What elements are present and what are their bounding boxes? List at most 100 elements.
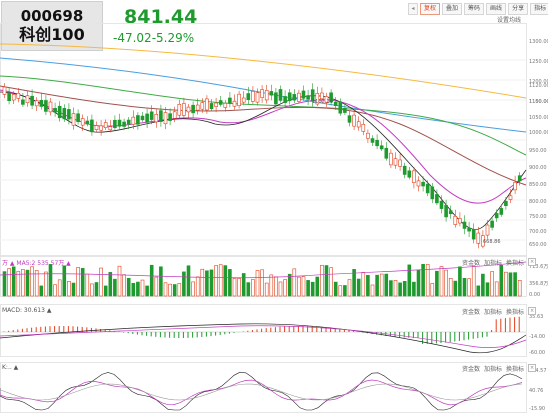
volume-bar [490, 271, 494, 297]
volume-bar [25, 269, 30, 297]
candle-body [168, 113, 172, 121]
candle-body [237, 93, 241, 107]
kdj-label: K:.. ▲ [2, 364, 19, 371]
macd-close-icon[interactable]: × [528, 307, 537, 315]
candle-body [186, 106, 191, 113]
volume-btn-switch[interactable]: 换指标 [506, 260, 525, 267]
kdj-d-line [0, 383, 523, 401]
volume-bar [435, 270, 439, 297]
candle-body [402, 165, 407, 175]
candle-body [315, 93, 320, 105]
candle-body [435, 194, 439, 204]
volume-bar [131, 282, 136, 297]
macd-btn-switch[interactable]: 换指标 [506, 309, 525, 316]
ma-settings-link[interactable]: 设置均线 [497, 17, 522, 24]
price-tick-label: 1300.00 [529, 39, 548, 45]
volume-bar [287, 273, 292, 297]
candle-body [71, 113, 76, 126]
candle-body [191, 104, 195, 114]
volume-bar [407, 264, 412, 297]
candle-body [370, 138, 375, 143]
candle-body [39, 100, 44, 107]
kdj-j-line [0, 371, 523, 411]
volume-bar [228, 269, 232, 297]
indicator-tick-label: 0.00 [529, 292, 540, 298]
candle-body [366, 132, 370, 139]
volume-panel-frame [0, 256, 527, 297]
candle-body [476, 232, 481, 244]
candle-body [274, 92, 278, 105]
price-tick-label: 1200.00 [529, 79, 548, 85]
volume-bar [21, 269, 25, 297]
change-value: -47.02 [113, 31, 152, 45]
candle-body [287, 92, 292, 101]
volume-bar [62, 265, 67, 297]
macd-btn-funds[interactable]: 资金数 [462, 309, 481, 316]
volume-bar [448, 278, 453, 297]
candle-body [103, 122, 108, 129]
volume-bar [513, 272, 517, 297]
volume-bar [48, 264, 53, 297]
macd-dif-line [0, 323, 527, 354]
stock-code: 000698 [20, 7, 84, 25]
macd-label: MACD: 30.613 ▲ [2, 307, 52, 314]
kdj-close-icon[interactable]: × [528, 364, 537, 372]
macd-panel-buttons: 资金数 加指标 换指标 × [462, 307, 537, 316]
volume-bar [103, 285, 108, 297]
kdj-btn-switch[interactable]: 换指标 [506, 366, 525, 373]
price-tick-label: 1250.00 [529, 59, 548, 65]
candle-body [310, 89, 315, 101]
volume-bar [504, 271, 508, 297]
ma-line-black [0, 91, 527, 230]
volume-bar [379, 273, 384, 297]
quote-header: 000698 科创100 841.44 -47.02-5.29% [0, 0, 548, 52]
volume-bar [384, 273, 389, 297]
volume-bar [517, 280, 522, 297]
toolbar-chips[interactable]: 筹码 [464, 3, 485, 15]
volume-bar [476, 285, 481, 297]
candle-body [218, 100, 223, 105]
volume-bar [67, 281, 71, 297]
candle-body [471, 228, 476, 240]
toolbar-share[interactable]: 分享 [508, 3, 529, 15]
candle-body [458, 218, 462, 224]
toolbar-indicator[interactable]: 指标 [530, 3, 548, 15]
candle-body [264, 89, 269, 101]
candle-body [425, 183, 430, 194]
volume-bar [241, 273, 246, 297]
volume-bar [232, 278, 237, 297]
price-tick-label: 1100.00 [529, 99, 548, 105]
volume-bar [462, 277, 467, 297]
indicator-tick-label: 356.8万 [529, 281, 548, 287]
candle-body [182, 103, 186, 116]
volume-bar [168, 283, 172, 297]
prev-icon[interactable]: ◂ [408, 3, 418, 15]
candle-body [108, 126, 113, 131]
candle-body [499, 208, 504, 215]
candle-body [145, 113, 149, 123]
candle-body [122, 121, 126, 127]
toolbar-draw[interactable]: 画线 [486, 3, 507, 15]
toolbar-fuquan[interactable]: 复权 [420, 3, 441, 15]
candle-body [205, 98, 209, 111]
price-tick-label: 850.00 [529, 182, 547, 188]
macd-btn-add[interactable]: 加指标 [484, 309, 503, 316]
volume-bar [324, 265, 329, 297]
volume-bar [494, 281, 499, 297]
ma-line-magenta [0, 89, 527, 204]
volume-bar [458, 266, 462, 297]
volume-btn-add[interactable]: 加指标 [484, 260, 503, 267]
toolbar-overlay[interactable]: 叠加 [442, 3, 463, 15]
kdj-btn-funds[interactable]: 资金数 [462, 366, 481, 373]
candle-body [11, 94, 16, 101]
candle-body [177, 103, 182, 116]
volume-bar [370, 284, 375, 297]
volume-bar [2, 271, 7, 297]
kdj-btn-add[interactable]: 加指标 [484, 366, 503, 373]
candle-body [356, 121, 361, 128]
volume-close-icon[interactable]: × [528, 258, 537, 266]
volume-bar [333, 281, 338, 297]
candle-body [389, 152, 393, 166]
volume-btn-funds[interactable]: 资金数 [462, 260, 481, 267]
